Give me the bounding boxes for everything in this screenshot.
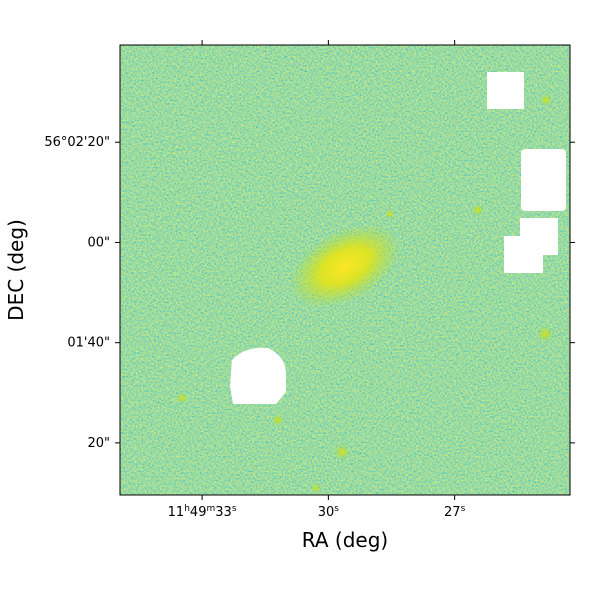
y-tick-label: 00" bbox=[87, 235, 110, 250]
y-axis-label: DEC (deg) bbox=[4, 219, 28, 321]
frame bbox=[119, 44, 571, 496]
image bbox=[120, 45, 570, 495]
x-tick-label: 27s bbox=[444, 504, 466, 520]
y-tick-label: 20" bbox=[87, 436, 110, 451]
x-tick-label: 11h49m33s bbox=[168, 504, 237, 520]
y-tick-label: 56°02'20" bbox=[44, 135, 110, 150]
y-tick-label: 01'40" bbox=[67, 336, 110, 351]
x-axis-label: RA (deg) bbox=[302, 528, 388, 552]
x-tick-label: 30s bbox=[318, 504, 340, 520]
